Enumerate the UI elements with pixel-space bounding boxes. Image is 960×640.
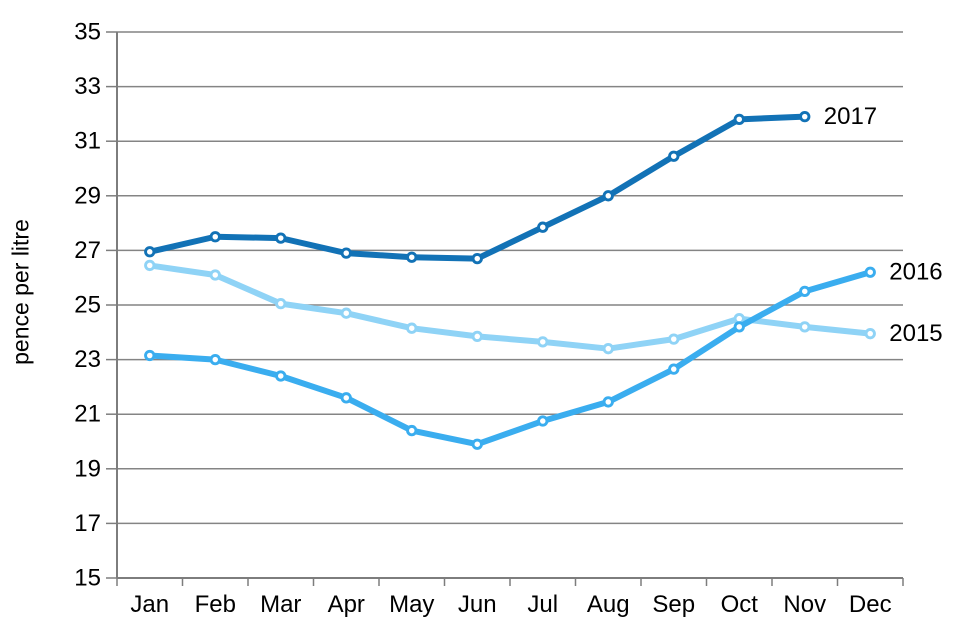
data-point-2015 <box>602 343 614 355</box>
series-line-2015 <box>146 262 874 352</box>
series-line-2016 <box>146 269 874 448</box>
data-point-2017 <box>799 110 811 123</box>
series-label-2015: 2015 <box>889 320 942 347</box>
y-tick-label: 21 <box>74 401 101 428</box>
x-tick-label: May <box>389 591 434 618</box>
y-tick-label: 25 <box>74 292 101 319</box>
y-tick-label: 17 <box>74 510 101 537</box>
x-tick-label: Aug <box>587 591 630 618</box>
y-axis-title: pence per litre <box>7 219 34 365</box>
data-point-2015 <box>668 333 680 345</box>
x-tick-label: Mar <box>260 591 301 618</box>
data-point-2017 <box>602 190 614 202</box>
data-point-2016 <box>799 285 811 297</box>
data-point-2015 <box>340 307 352 319</box>
data-point-2015 <box>144 259 156 272</box>
data-point-2016 <box>668 363 680 375</box>
data-point-2016 <box>471 438 483 450</box>
data-point-2015 <box>275 297 287 310</box>
data-point-2016 <box>406 424 418 437</box>
data-point-2016 <box>733 321 745 333</box>
data-point-2015 <box>406 322 418 334</box>
y-tick-label: 35 <box>74 19 101 46</box>
data-point-2015 <box>471 330 483 343</box>
x-tick-label: Jun <box>458 591 497 618</box>
data-point-2017 <box>471 252 483 265</box>
data-point-2016 <box>144 349 156 362</box>
data-point-2016 <box>209 353 221 366</box>
data-point-2016 <box>537 415 549 427</box>
y-tick-label: 29 <box>74 182 101 209</box>
y-tick-label: 15 <box>74 565 101 592</box>
data-point-2017 <box>537 221 549 233</box>
x-tick-label: Feb <box>195 591 236 618</box>
data-point-2015 <box>799 321 811 333</box>
series-label-2016: 2016 <box>889 259 942 286</box>
y-tick-label: 19 <box>74 455 101 482</box>
data-point-2017 <box>209 231 221 243</box>
data-point-2015 <box>864 328 876 340</box>
y-tick-label: 33 <box>74 73 101 100</box>
x-tick-label: Nov <box>783 591 826 618</box>
data-point-2016 <box>864 266 876 278</box>
data-point-2015 <box>209 269 221 281</box>
data-point-2016 <box>275 370 287 382</box>
y-tick-label: 31 <box>74 128 101 155</box>
x-tick-label: Dec <box>849 591 892 618</box>
data-point-2015 <box>537 336 549 348</box>
data-point-2017 <box>406 251 418 263</box>
series-label-2017: 2017 <box>824 103 877 130</box>
data-point-2017 <box>275 232 287 244</box>
data-point-2016 <box>340 392 352 404</box>
x-tick-label: Sep <box>652 591 695 618</box>
data-point-2016 <box>602 396 614 408</box>
x-tick-label: Jan <box>130 591 169 618</box>
x-tick-label: Jul <box>527 591 558 618</box>
x-tick-label: Apr <box>328 591 365 618</box>
data-point-2017 <box>668 150 680 162</box>
series-line-2017 <box>146 113 808 262</box>
y-tick-label: 27 <box>74 237 101 264</box>
x-tick-label: Oct <box>721 591 759 618</box>
y-tick-label: 23 <box>74 346 101 373</box>
data-point-2017 <box>144 246 156 258</box>
data-point-2017 <box>340 247 352 259</box>
data-point-2017 <box>733 113 745 126</box>
